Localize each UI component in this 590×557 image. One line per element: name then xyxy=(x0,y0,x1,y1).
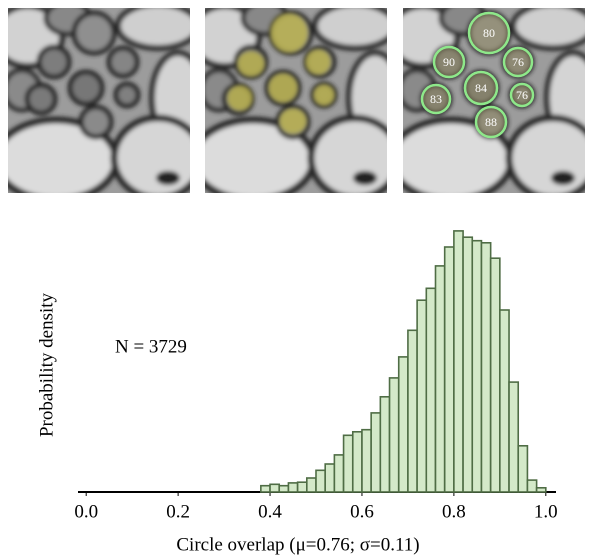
x-axis-label: Circle overlap (μ=0.76; σ=0.11) xyxy=(176,534,419,555)
histogram-bar xyxy=(480,242,492,493)
histogram-bar xyxy=(462,236,474,493)
histogram-bar xyxy=(306,477,317,493)
histogram-bar xyxy=(526,479,538,493)
overlay-circle xyxy=(463,70,499,106)
image-panel-circles: 80 90 76 84 83 76 88 xyxy=(389,2,590,200)
y-axis-label: Probability density xyxy=(36,292,57,437)
overlay-circle xyxy=(420,83,452,115)
histogram-bar xyxy=(397,356,409,493)
x-tick-label: 0.8 xyxy=(442,501,466,522)
circle-label: 76 xyxy=(516,88,528,102)
overlay-circle xyxy=(502,46,534,78)
overlay-circle xyxy=(467,11,511,55)
histogram-bar xyxy=(535,486,547,493)
histogram-bar xyxy=(260,484,271,493)
image-panel-segmented xyxy=(191,2,401,200)
histogram-bar xyxy=(361,428,372,493)
histogram-bar xyxy=(453,230,464,493)
x-tick-label: 0.4 xyxy=(258,501,282,522)
annotation-box xyxy=(90,312,262,376)
histogram-bar xyxy=(379,395,391,493)
circle-label: 90 xyxy=(443,55,455,69)
histogram-bar xyxy=(425,287,437,493)
image-panel-raw xyxy=(0,2,204,200)
histogram-bar xyxy=(471,239,483,493)
histogram-bar xyxy=(333,454,345,493)
histogram-bar xyxy=(342,434,354,493)
histogram-bar xyxy=(296,481,308,493)
circle-label: 76 xyxy=(512,55,524,69)
histogram-bar xyxy=(388,377,400,493)
histogram-bar xyxy=(278,484,290,493)
circle-label: 83 xyxy=(430,92,442,106)
histogram-bar xyxy=(499,309,510,493)
circle-label: 84 xyxy=(475,81,487,95)
x-tick-label: 0.0 xyxy=(74,501,98,522)
x-tick-label: 0.6 xyxy=(350,501,374,522)
histogram-bar xyxy=(269,483,281,493)
overlay-circle xyxy=(432,45,466,79)
histogram-bar xyxy=(508,381,520,493)
histogram-bar xyxy=(315,469,326,493)
histogram-bar xyxy=(517,444,529,493)
histogram-bar xyxy=(416,299,428,493)
circle-label: 88 xyxy=(485,115,497,129)
x-tick-label: 0.2 xyxy=(166,501,190,522)
circle-label: 80 xyxy=(483,26,495,40)
histogram-bar xyxy=(287,482,299,493)
histogram-bar xyxy=(370,412,382,493)
histogram-bar xyxy=(407,329,418,493)
histogram-bar xyxy=(489,257,501,493)
overlay-circle xyxy=(509,82,535,108)
x-tick-label: 1.0 xyxy=(534,501,558,522)
histogram-bar xyxy=(443,246,455,493)
annotation: N = 3729 xyxy=(115,336,187,357)
histogram-bar xyxy=(351,430,363,493)
histogram-bar xyxy=(324,463,336,493)
histogram-bar xyxy=(434,265,446,493)
overlay-circle xyxy=(474,105,508,139)
